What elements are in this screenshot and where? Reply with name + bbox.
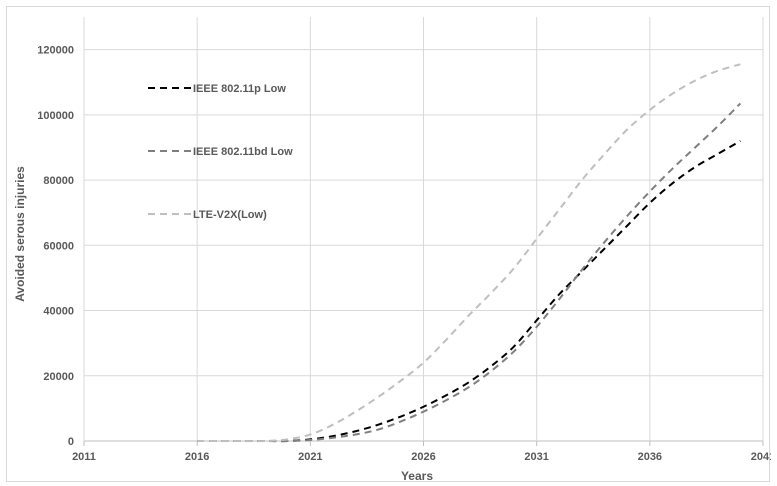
y-tick-labels: 0 20000 40000 60000 80000 100000 120000 bbox=[37, 45, 74, 448]
legend-item: IEEE 802.11bd Low bbox=[148, 146, 293, 158]
x-axis-title: Years bbox=[401, 469, 433, 483]
x-tick-label: 2011 bbox=[72, 451, 96, 463]
x-tick-label: 2031 bbox=[524, 451, 548, 463]
chart-area: 0 20000 40000 60000 80000 100000 120000 2011 20… bbox=[6, 6, 771, 483]
series-line bbox=[197, 102, 742, 443]
y-tick-label: 20000 bbox=[43, 371, 74, 383]
gridlines bbox=[83, 17, 764, 446]
legend-label: LTE-V2X(Low) bbox=[193, 209, 267, 221]
y-axis-title: Avoided serous injuries bbox=[13, 166, 27, 302]
legend-label: IEEE 802.11bd Low bbox=[193, 146, 293, 158]
series-line bbox=[197, 140, 741, 443]
legend-item: IEEE 802.11p Low bbox=[148, 83, 286, 95]
y-tick-label: 100000 bbox=[37, 110, 74, 122]
legend-label: IEEE 802.11p Low bbox=[193, 83, 286, 95]
y-tick-label: 80000 bbox=[43, 175, 74, 187]
x-tick-labels: 2011 2016 2021 2026 2031 2036 2041 bbox=[72, 451, 771, 463]
y-tick-label: 60000 bbox=[43, 240, 74, 252]
legend: IEEE 802.11p Low IEEE 802.11bd Low LTE-V2X… bbox=[148, 83, 293, 221]
x-tick-label: 2041 bbox=[751, 451, 771, 463]
y-tick-label: 120000 bbox=[37, 45, 74, 57]
y-tick-label: 0 bbox=[68, 436, 74, 448]
x-tick-label: 2021 bbox=[298, 451, 322, 463]
series-line bbox=[197, 63, 741, 443]
series-lines bbox=[197, 63, 742, 443]
x-tick-label: 2036 bbox=[638, 451, 662, 463]
x-tick-label: 2016 bbox=[185, 451, 209, 463]
x-tick-label: 2026 bbox=[411, 451, 435, 463]
y-tick-label: 40000 bbox=[43, 306, 74, 318]
legend-item: LTE-V2X(Low) bbox=[148, 209, 267, 221]
